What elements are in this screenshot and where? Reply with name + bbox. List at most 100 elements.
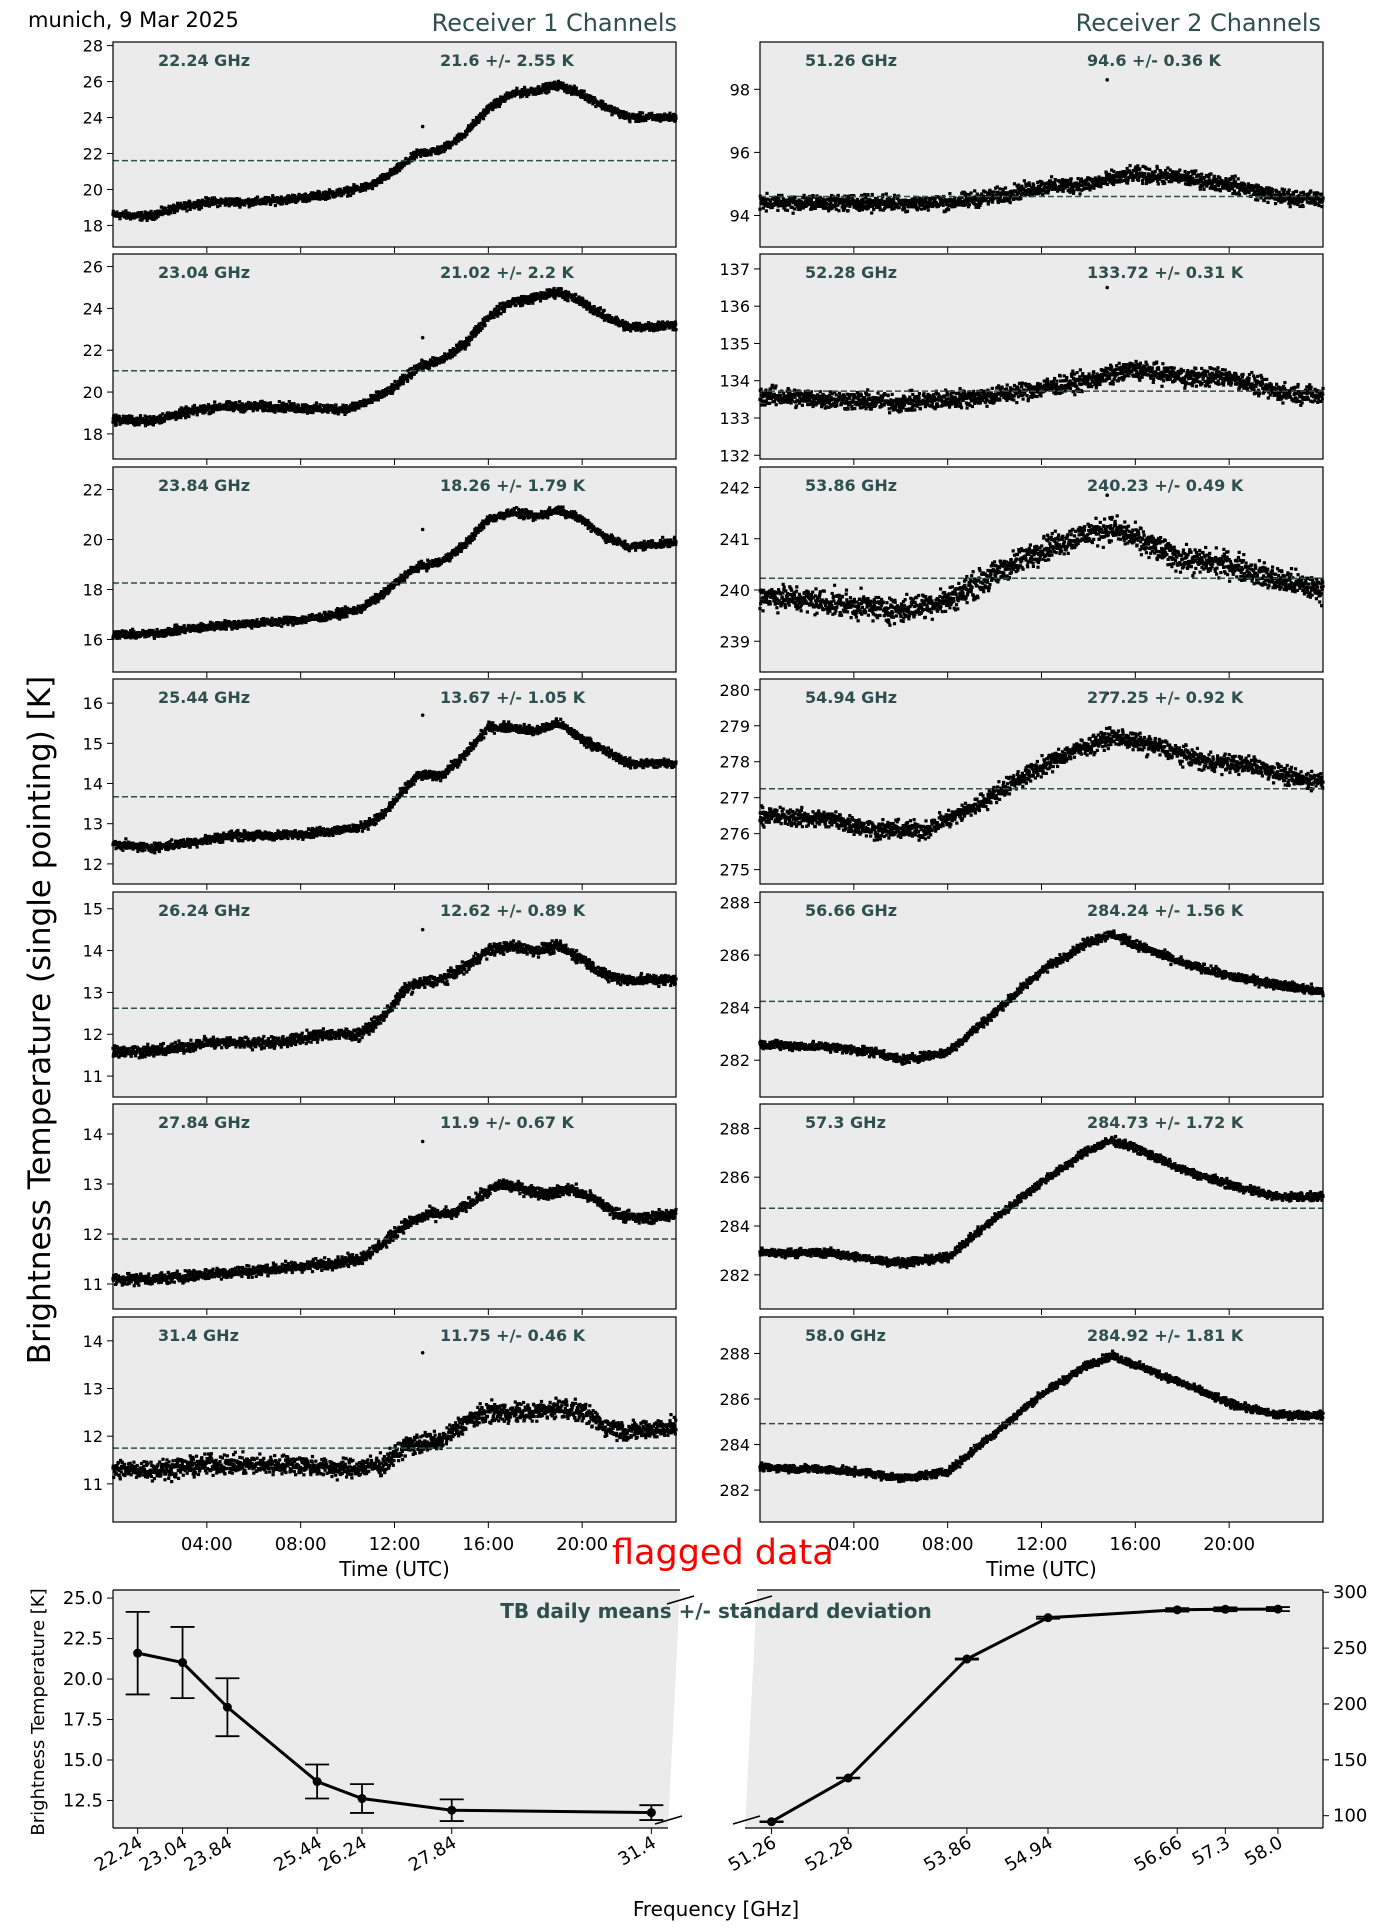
- data-point: [660, 113, 664, 117]
- data-point: [515, 86, 519, 90]
- receiver2-title: Receiver 2 Channels: [1076, 9, 1321, 37]
- channel-frequency-label: 22.24 GHz: [158, 51, 250, 70]
- data-point: [657, 117, 661, 121]
- data-point: [303, 192, 308, 196]
- data-point: [174, 410, 178, 414]
- data-point: [523, 85, 527, 89]
- y-tick-label: 26: [83, 73, 103, 92]
- data-point: [359, 183, 364, 187]
- data-point: [385, 172, 389, 176]
- data-point: [624, 110, 628, 115]
- data-point: [544, 82, 548, 86]
- data-point: [159, 205, 163, 209]
- data-point: [280, 196, 284, 200]
- data-point: [668, 111, 672, 115]
- data-point: [572, 84, 576, 88]
- data-point: [222, 199, 226, 203]
- data-point: [638, 111, 642, 115]
- data-point: [502, 309, 506, 313]
- data-point: [498, 101, 502, 106]
- data-point: [228, 401, 232, 405]
- data-point: [578, 92, 582, 97]
- data-point: [198, 404, 203, 408]
- data-point: [380, 180, 384, 184]
- data-point: [114, 413, 118, 417]
- data-point: [143, 414, 147, 418]
- data-point: [414, 155, 419, 159]
- station-date-title: munich, 9 Mar 2025: [28, 8, 239, 32]
- data-point: [146, 422, 150, 426]
- data-point: [355, 184, 359, 188]
- data-points: [111, 79, 678, 222]
- data-point: [255, 402, 259, 406]
- data-point: [197, 207, 202, 211]
- data-point: [457, 139, 461, 143]
- data-point: [626, 114, 630, 118]
- data-point: [548, 506, 552, 510]
- data-point: [663, 112, 667, 116]
- data-point: [324, 197, 328, 201]
- data-point: [593, 97, 597, 101]
- data-point: [188, 207, 192, 211]
- data-point: [227, 204, 231, 208]
- data-point: [644, 113, 649, 117]
- data-point: [136, 417, 141, 421]
- data-point: [123, 416, 127, 420]
- data-point: [244, 402, 249, 406]
- data-point: [590, 96, 595, 100]
- data-point: [317, 190, 321, 194]
- data-point: [195, 413, 199, 417]
- data-point: [543, 90, 547, 94]
- data-point: [546, 516, 550, 520]
- data-point: [434, 147, 438, 151]
- data-point: [139, 210, 144, 215]
- data-point: [627, 116, 631, 120]
- data-point: [319, 196, 323, 200]
- data-point: [232, 406, 236, 410]
- data-point: [555, 82, 559, 86]
- data-point: [215, 408, 219, 412]
- data-point: [125, 211, 129, 215]
- data-point: [379, 177, 383, 182]
- data-point: [203, 201, 207, 205]
- data-point: [218, 199, 222, 203]
- data-point: [326, 196, 330, 200]
- data-point: [483, 113, 487, 117]
- data-point: [460, 137, 464, 141]
- data-point: [587, 94, 591, 98]
- data-point: [568, 84, 572, 88]
- data-point: [627, 112, 631, 116]
- data-point: [261, 408, 265, 412]
- data-point: [427, 366, 432, 370]
- data-point: [243, 203, 247, 207]
- data-point: [153, 217, 157, 221]
- data-point: [130, 414, 134, 419]
- data-point: [293, 194, 297, 198]
- data-point: [481, 113, 485, 117]
- data-point: [352, 191, 356, 195]
- data-points: [111, 286, 678, 428]
- data-point: [485, 107, 489, 111]
- data-point: [610, 113, 614, 117]
- data-point: [205, 200, 209, 204]
- data-point: [465, 132, 469, 136]
- data-point: [161, 412, 165, 416]
- data-point: [182, 624, 186, 628]
- data-point: [591, 102, 595, 106]
- data-point: [581, 297, 585, 301]
- data-point: [465, 543, 469, 547]
- data-point: [617, 112, 621, 117]
- data-point: [512, 89, 516, 93]
- data-point: [398, 168, 402, 173]
- data-point: [212, 407, 216, 411]
- data-point: [152, 211, 156, 215]
- data-point: [580, 89, 584, 93]
- data-point: [192, 403, 197, 408]
- data-point: [572, 86, 576, 91]
- data-point: [214, 202, 218, 206]
- data-point: [146, 415, 150, 419]
- data-point: [463, 347, 467, 351]
